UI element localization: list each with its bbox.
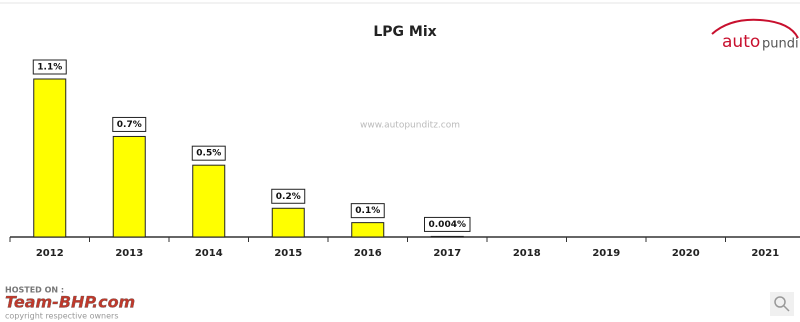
zoom-button[interactable] xyxy=(770,292,794,316)
data-label: 0.004% xyxy=(429,220,467,230)
data-label: 0.5% xyxy=(196,149,221,159)
data-label: 0.1% xyxy=(355,206,380,216)
zoom-icon xyxy=(783,305,790,312)
x-tick-label: 2019 xyxy=(592,248,620,259)
data-label: 0.2% xyxy=(276,192,301,202)
data-label-box xyxy=(271,188,306,204)
logo-swoosh xyxy=(711,18,799,39)
hosting-copyright: copyright respective owners xyxy=(5,312,119,321)
watermark: www.autopunditz.com xyxy=(360,121,460,131)
x-tick-label: 2018 xyxy=(513,248,541,259)
bar xyxy=(271,207,305,238)
data-label-box xyxy=(350,203,385,219)
hosting-site: Team-BHP.com xyxy=(5,293,135,312)
zoom-icon xyxy=(774,296,786,308)
data-label: 0.7% xyxy=(117,120,142,130)
chart-title: LPG Mix xyxy=(373,24,436,40)
logo-text: auto xyxy=(722,32,760,52)
x-tick-label: 2013 xyxy=(115,248,143,259)
bar xyxy=(430,235,464,238)
hosted-label: HOSTED ON : xyxy=(5,286,64,295)
data-label: 1.1% xyxy=(37,63,62,73)
data-label-box xyxy=(424,216,471,232)
bar xyxy=(112,135,146,238)
x-tick-label: 2015 xyxy=(274,248,302,259)
data-label-box xyxy=(191,145,226,161)
x-tick-label: 2017 xyxy=(433,248,461,259)
bar xyxy=(351,222,385,238)
x-tick-label: 2016 xyxy=(354,248,382,259)
data-label-box xyxy=(32,59,67,75)
x-tick-label: 2012 xyxy=(36,248,64,259)
bar xyxy=(192,164,226,238)
data-label-box xyxy=(112,116,147,132)
x-tick-label: 2014 xyxy=(195,248,223,259)
x-tick-label: 2020 xyxy=(672,248,700,259)
bar xyxy=(33,78,67,238)
x-tick-label: 2021 xyxy=(751,248,779,259)
logo-text: pundi xyxy=(762,37,799,52)
